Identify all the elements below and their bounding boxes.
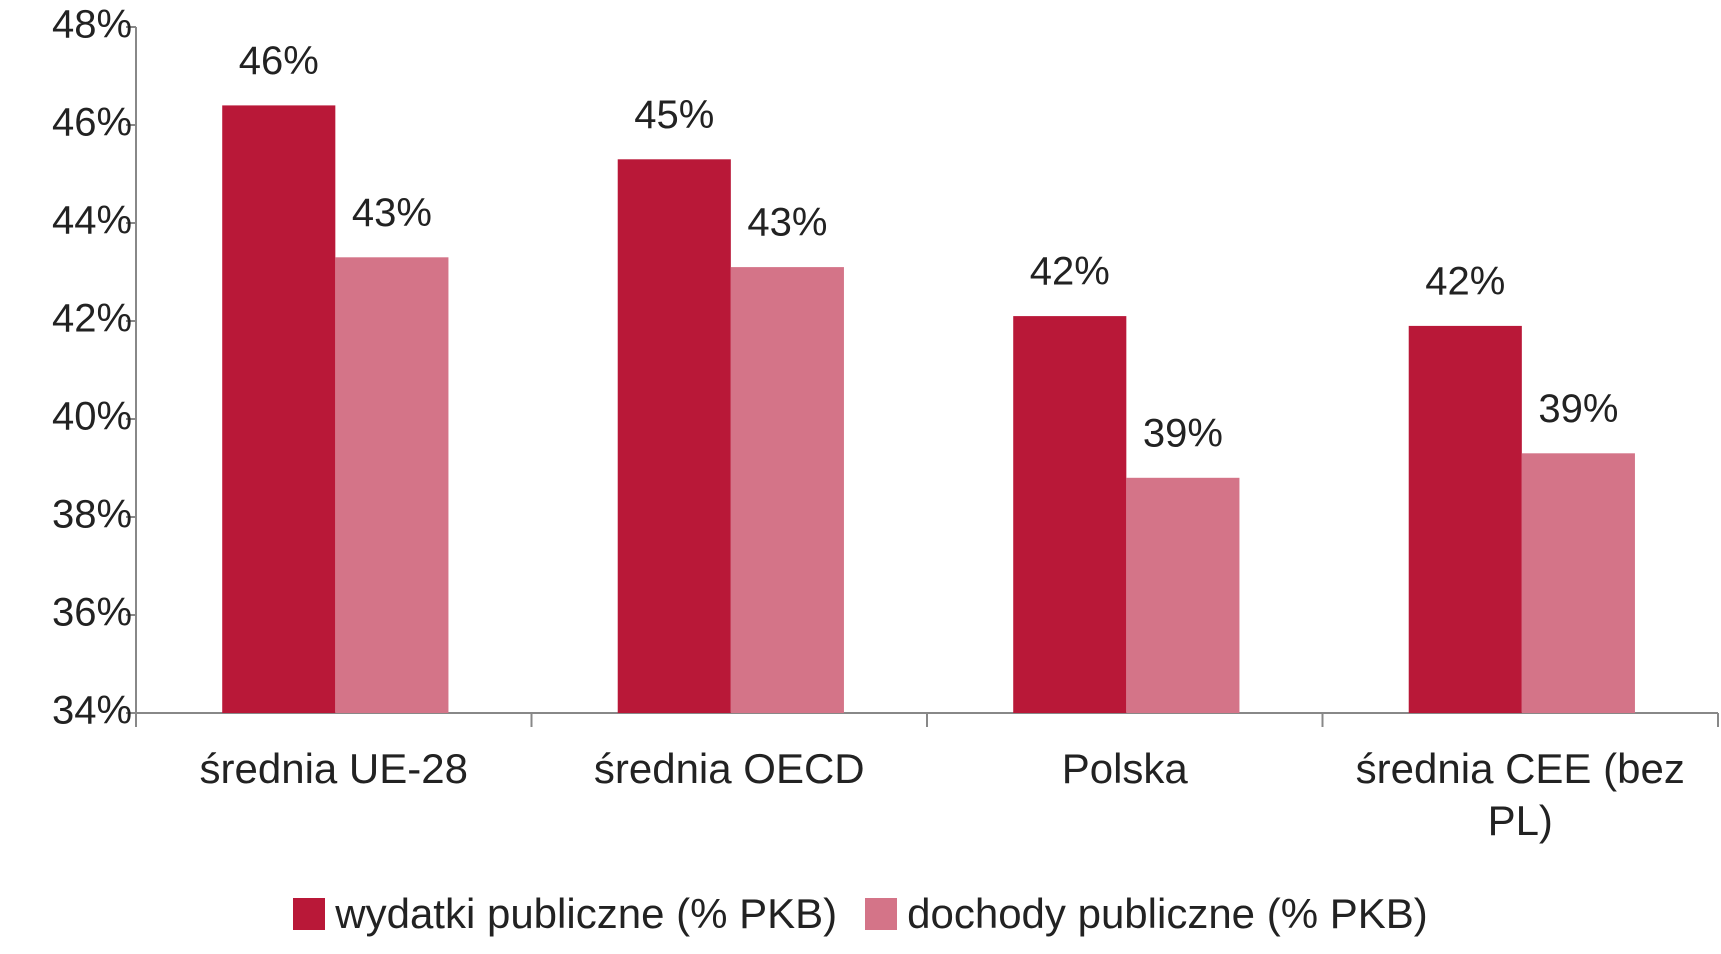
value-label: 43% bbox=[747, 201, 827, 245]
value-label: 46% bbox=[239, 39, 319, 83]
y-tick-label: 36% bbox=[52, 591, 132, 635]
y-tick-label: 42% bbox=[52, 297, 132, 341]
bar bbox=[222, 105, 336, 713]
value-label: 43% bbox=[352, 191, 432, 235]
value-label: 45% bbox=[634, 93, 714, 137]
legend-swatch bbox=[865, 898, 898, 930]
x-tick-label: Polska bbox=[1061, 745, 1188, 792]
legend-label: dochody publiczne (% PKB) bbox=[907, 890, 1428, 937]
x-tick-label: średnia OECD bbox=[593, 745, 865, 792]
y-tick-label: 38% bbox=[52, 493, 132, 537]
legend-label: wydatki publiczne (% PKB) bbox=[335, 890, 838, 937]
bar bbox=[617, 159, 731, 714]
bar bbox=[1521, 453, 1635, 713]
value-label: 42% bbox=[1425, 259, 1505, 303]
y-tick-label: 40% bbox=[52, 395, 132, 439]
legend-item: wydatki publiczne (% PKB) bbox=[293, 890, 837, 938]
legend: wydatki publiczne (% PKB) dochody publicz… bbox=[0, 890, 1721, 940]
y-tick-label: 44% bbox=[52, 199, 132, 243]
bar bbox=[1408, 325, 1522, 713]
value-label: 42% bbox=[1030, 250, 1110, 294]
y-tick-label: 48% bbox=[52, 3, 132, 47]
bar bbox=[730, 267, 844, 713]
legend-item: dochody publiczne (% PKB) bbox=[865, 890, 1428, 938]
x-tick-label: średnia UE-28 bbox=[199, 745, 468, 792]
y-tick-label: 46% bbox=[52, 101, 132, 145]
y-tick-label: 34% bbox=[52, 689, 132, 733]
bar bbox=[1126, 477, 1240, 713]
value-label: 39% bbox=[1143, 411, 1223, 455]
value-label: 39% bbox=[1538, 387, 1618, 431]
bar bbox=[1013, 316, 1127, 713]
legend-swatch bbox=[293, 898, 326, 930]
bar bbox=[335, 257, 449, 713]
x-tick-label: średnia CEE (bez PL) bbox=[1355, 745, 1685, 844]
